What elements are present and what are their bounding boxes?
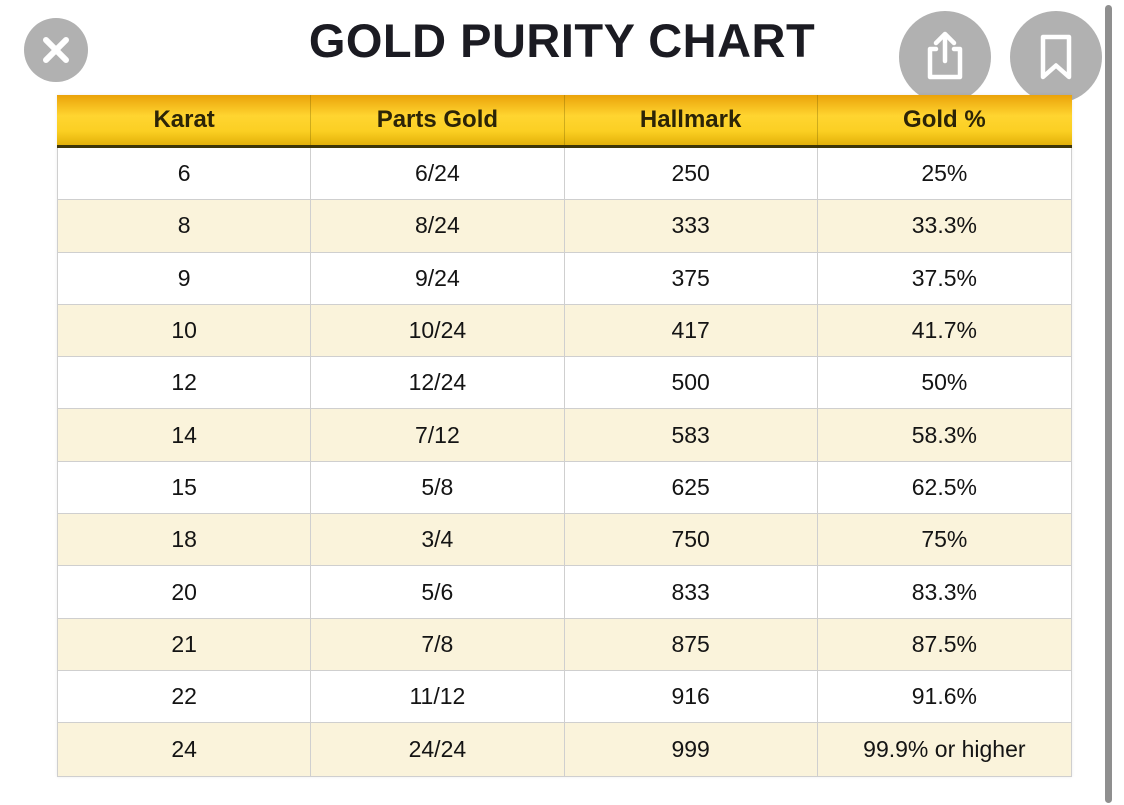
cell-parts-gold: 8/24 — [311, 200, 565, 252]
cell-gold-percent: 50% — [921, 369, 968, 396]
cell-parts-gold: 10/24 — [311, 304, 565, 357]
cell-parts-gold: 7/12 — [311, 409, 565, 461]
cell-parts-gold: 7/8 — [311, 618, 565, 670]
cell-gold-percent: 41.7% — [911, 317, 977, 344]
cell-karat: 8 — [58, 200, 312, 252]
cell-parts-gold: 24/24 — [311, 723, 565, 776]
column-header-karat: Karat — [58, 95, 312, 145]
table-row: 8 8/24 333 33.3% — [58, 200, 1071, 253]
cell-karat: 21 — [58, 618, 312, 670]
table-row: 12 12/24 500 50% — [58, 357, 1071, 410]
cell-karat: 12 — [58, 357, 312, 409]
share-icon — [922, 31, 968, 83]
cell-karat: 6 — [58, 148, 312, 200]
cell-gold-percent: 91.6% — [911, 683, 977, 710]
table-row: 22 11/12 916 91.6% — [58, 670, 1071, 724]
bookmark-button[interactable] — [1010, 11, 1102, 103]
scrollbar-thumb[interactable] — [1105, 5, 1112, 803]
close-button[interactable] — [24, 18, 88, 82]
close-icon — [39, 33, 73, 67]
cell-hallmark: 250 — [565, 148, 818, 200]
cell-karat: 20 — [58, 566, 312, 618]
table-row: 18 3/4 750 75% — [58, 514, 1071, 567]
cell-hallmark: 999 — [565, 723, 818, 776]
cell-gold-percent: 99.9% or higher — [863, 735, 1026, 762]
cell-hallmark: 875 — [565, 618, 818, 670]
cell-parts-gold: 5/6 — [311, 566, 565, 618]
cell-gold-percent: 87.5% — [911, 630, 977, 657]
table-row: 20 5/6 833 83.3% — [58, 566, 1071, 619]
cell-hallmark: 916 — [565, 670, 818, 723]
gold-purity-table: Karat Parts Gold Hallmark Gold % 6 6/24 … — [57, 95, 1072, 777]
cell-hallmark: 333 — [565, 200, 818, 252]
cell-hallmark: 625 — [565, 461, 818, 514]
cell-gold-percent: 33.3% — [911, 212, 977, 239]
cell-parts-gold: 12/24 — [311, 357, 565, 409]
table-row: 9 9/24 375 37.5% — [58, 252, 1071, 305]
column-header-gold-percent: Gold % — [903, 106, 986, 133]
cell-parts-gold: 11/12 — [311, 670, 565, 723]
cell-gold-percent: 75% — [921, 526, 968, 553]
cell-karat: 10 — [58, 304, 312, 357]
cell-karat: 9 — [58, 252, 312, 304]
cell-karat: 22 — [58, 670, 312, 723]
cell-gold-percent: 25% — [921, 160, 968, 187]
cell-hallmark: 375 — [565, 252, 818, 304]
cell-parts-gold: 6/24 — [311, 148, 565, 200]
cell-parts-gold: 9/24 — [311, 252, 565, 304]
cell-hallmark: 583 — [565, 409, 818, 461]
cell-karat: 15 — [58, 461, 312, 514]
share-button[interactable] — [899, 11, 991, 103]
table-header-row: Karat Parts Gold Hallmark Gold % — [57, 95, 1072, 148]
cell-gold-percent: 37.5% — [911, 264, 977, 291]
table-row: 10 10/24 417 41.7% — [58, 304, 1071, 358]
cell-parts-gold: 5/8 — [311, 461, 565, 514]
table-row: 24 24/24 999 99.9% or higher — [58, 723, 1071, 776]
table-row: 15 5/8 625 62.5% — [58, 461, 1071, 515]
page-title: GOLD PURITY CHART — [308, 14, 816, 67]
column-header-parts-gold: Parts Gold — [311, 95, 565, 145]
bookmark-icon — [1036, 32, 1076, 82]
cell-karat: 24 — [58, 723, 312, 776]
table-row: 14 7/12 583 58.3% — [58, 409, 1071, 462]
table-row: 6 6/24 250 25% — [58, 148, 1071, 201]
table-body: 6 6/24 250 25% 8 8/24 333 33.3% 9 9/24 3… — [58, 148, 1071, 776]
cell-karat: 14 — [58, 409, 312, 461]
cell-hallmark: 500 — [565, 357, 818, 409]
cell-hallmark: 750 — [565, 514, 818, 566]
table-row: 21 7/8 875 87.5% — [58, 618, 1071, 671]
cell-parts-gold: 3/4 — [311, 514, 565, 566]
column-header-hallmark: Hallmark — [565, 95, 818, 145]
cell-gold-percent: 62.5% — [911, 473, 977, 500]
cell-gold-percent: 83.3% — [911, 578, 977, 605]
cell-hallmark: 417 — [565, 304, 818, 357]
cell-hallmark: 833 — [565, 566, 818, 618]
cell-gold-percent: 58.3% — [911, 421, 977, 448]
cell-karat: 18 — [58, 514, 312, 566]
